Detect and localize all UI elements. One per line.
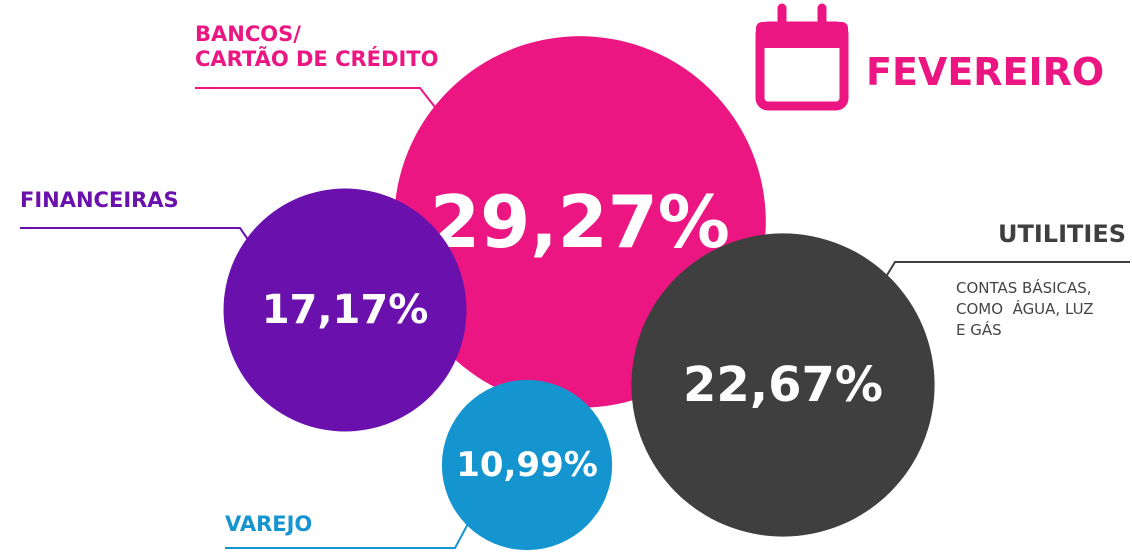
value-label: 29,27%: [430, 180, 730, 264]
value-label: 10,99%: [456, 445, 598, 485]
category-label: UTILITIES: [998, 220, 1126, 248]
leader-line: [225, 519, 471, 549]
value-label: 22,67%: [683, 357, 883, 413]
calendar-icon: [755, 3, 849, 111]
leader-line: [195, 87, 443, 117]
bubble: [441, 379, 613, 551]
annotation: CONTAS BÁSICAS, COMO ÁGUA, LUZ E GÁS: [956, 279, 1094, 339]
chart-title: FEVEREIRO: [866, 50, 1105, 94]
category-label: BANCOS/ CARTÃO DE CRÉDITO: [195, 22, 439, 71]
category-label: FINANCEIRAS: [20, 188, 179, 212]
value-label: 17,17%: [262, 287, 429, 333]
leader-line: [20, 227, 263, 261]
bubble: [631, 233, 935, 537]
category-label: VAREJO: [225, 512, 313, 536]
bubble: [223, 188, 467, 432]
